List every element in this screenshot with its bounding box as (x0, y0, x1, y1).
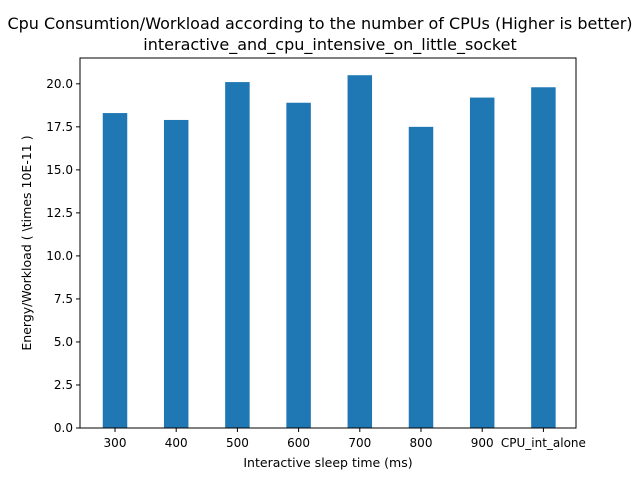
bar-700 (347, 75, 373, 429)
y-tick-label: 2.5 (54, 378, 73, 392)
x-tick-label: 600 (287, 436, 310, 450)
y-axis-ticks: 0.0 2.5 5.0 7.5 10.0 12.5 15.0 17.5 20.0 (46, 77, 80, 435)
bar-800 (408, 126, 434, 428)
x-axis-label: Interactive sleep time (ms) (243, 455, 412, 470)
x-tick-label: CPU_int_alone (501, 436, 586, 450)
x-tick-label: 700 (348, 436, 371, 450)
bars-group (102, 75, 556, 429)
bar-cpu-int-alone (531, 87, 556, 428)
x-axis-ticks: 300 400 500 600 700 800 900 CPU_int_alone (104, 428, 586, 450)
y-tick-label: 20.0 (46, 77, 73, 91)
bar-600 (286, 102, 311, 429)
x-tick-label: 900 (471, 436, 494, 450)
bar-900 (469, 97, 495, 428)
chart-title-line-1: Cpu Consumtion/Workload according to the… (7, 14, 632, 33)
bar-500 (225, 82, 250, 428)
x-tick-label: 800 (410, 436, 433, 450)
y-tick-label: 17.5 (46, 120, 73, 134)
chart-title-line-2: interactive_and_cpu_intensive_on_little_… (143, 35, 516, 55)
y-tick-label: 10.0 (46, 249, 73, 263)
y-tick-label: 7.5 (54, 292, 73, 306)
x-tick-label: 500 (226, 436, 249, 450)
y-tick-label: 5.0 (54, 335, 73, 349)
y-axis-label: Energy/Workload ( \times 10E-11 ) (19, 135, 34, 350)
x-tick-label: 300 (104, 436, 127, 450)
y-tick-label: 15.0 (46, 163, 73, 177)
bar-400 (163, 119, 189, 428)
x-tick-label: 400 (165, 436, 188, 450)
y-tick-label: 12.5 (46, 206, 73, 220)
bar-300 (102, 113, 128, 428)
plot-area-frame (79, 57, 577, 429)
y-tick-label: 0.0 (54, 421, 73, 435)
